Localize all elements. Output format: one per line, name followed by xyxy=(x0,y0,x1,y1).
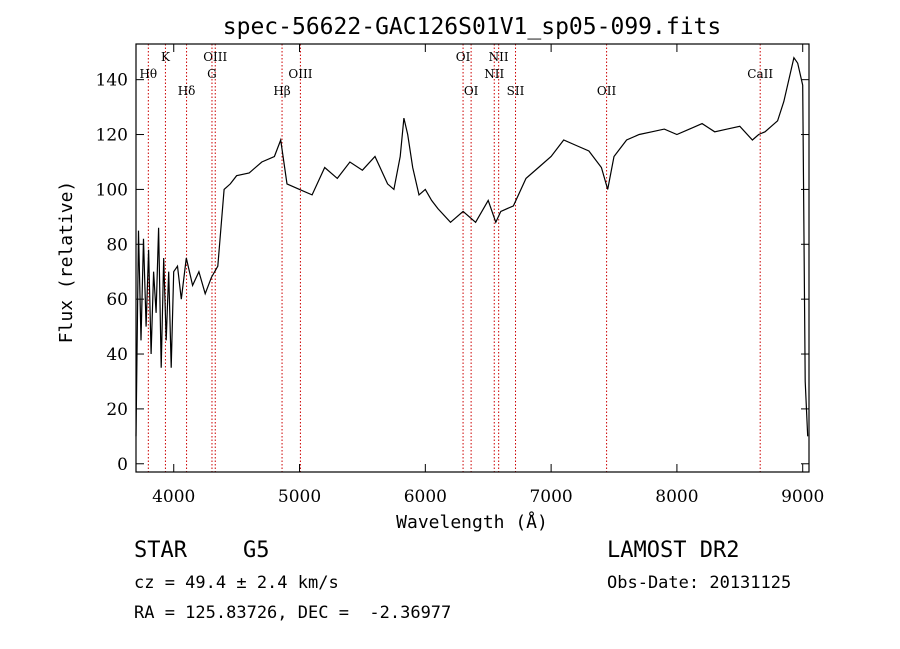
plot-frame xyxy=(135,43,810,473)
line-marker-label: OII xyxy=(597,84,617,98)
line-marker-label: Hβ xyxy=(273,84,290,98)
x-tick-label: 7000 xyxy=(529,487,572,507)
y-axis-ticks: 0 20 40 60 80 100 120 140 xyxy=(96,71,809,475)
y-tick-label: 100 xyxy=(96,180,128,200)
y-tick-label: 120 xyxy=(96,126,128,146)
x-tick-label: 9000 xyxy=(781,487,824,507)
line-marker-label: NII xyxy=(489,50,509,64)
line-marker-label: CaII xyxy=(747,67,773,81)
spectrum-series-line xyxy=(135,56,809,437)
survey-name: LAMOST DR2 xyxy=(607,538,740,563)
redshift-cz: cz = 49.4 ± 2.4 km/s xyxy=(134,573,339,593)
line-marker-label: SII xyxy=(507,84,525,98)
x-axis-ticks: 4000 5000 6000 7000 8000 9000 xyxy=(152,44,824,507)
line-marker-label: NII xyxy=(484,67,504,81)
line-marker-label: OI xyxy=(456,50,471,64)
x-tick-label: 6000 xyxy=(404,487,447,507)
x-tick-label: 4000 xyxy=(152,487,195,507)
line-marker-label: Hδ xyxy=(178,84,196,98)
line-marker-label: OIII xyxy=(203,50,227,64)
y-tick-label: 40 xyxy=(106,345,128,365)
y-tick-label: 0 xyxy=(117,455,128,475)
line-marker-label: K xyxy=(161,50,171,64)
object-subclass: G5 xyxy=(243,538,270,563)
x-axis-label: Wavelength (Å) xyxy=(396,511,548,533)
y-tick-label: 60 xyxy=(106,290,128,310)
y-tick-label: 20 xyxy=(106,400,128,420)
line-marker-label: G xyxy=(207,67,217,81)
line-marker-label: Hθ xyxy=(139,67,157,81)
y-tick-label: 140 xyxy=(96,71,128,91)
x-tick-label: 5000 xyxy=(278,487,321,507)
observation-date: Obs-Date: 20131125 xyxy=(607,573,792,593)
object-class: STAR xyxy=(134,538,187,563)
line-marker-label: OI xyxy=(464,84,479,98)
chart-title: spec-56622-GAC126S01V1_sp05-099.fits xyxy=(223,14,722,40)
ra-dec: RA = 125.83726, DEC = -2.36977 xyxy=(134,603,452,623)
x-tick-label: 8000 xyxy=(655,487,698,507)
y-tick-label: 80 xyxy=(106,235,128,255)
line-marker-label: OIII xyxy=(288,67,312,81)
y-axis-label: Flux (relative) xyxy=(56,181,77,344)
